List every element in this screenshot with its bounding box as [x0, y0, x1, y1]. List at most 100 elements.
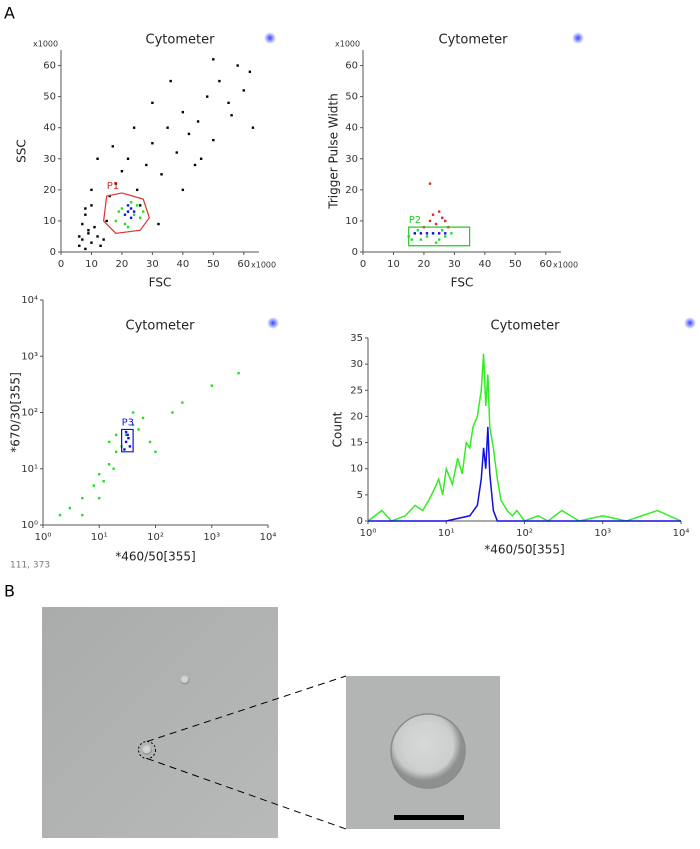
- data-point: [242, 89, 245, 92]
- data-point: [210, 384, 213, 387]
- data-point: [434, 222, 438, 226]
- y-tick-label: 0: [357, 516, 363, 527]
- y-tick-label: 30: [345, 154, 358, 165]
- data-point: [181, 110, 185, 114]
- data-point: [410, 238, 413, 241]
- data-point: [128, 445, 132, 448]
- data-point: [419, 238, 423, 241]
- data-point: [114, 450, 118, 454]
- data-point: [127, 436, 130, 440]
- data-point: [81, 496, 84, 500]
- x-tick-label: 10: [85, 259, 98, 270]
- data-point: [84, 247, 87, 251]
- data-point: [124, 440, 128, 444]
- x-axis-label: FSC: [149, 276, 172, 290]
- gate-label: P2: [409, 215, 421, 226]
- data-point: [111, 145, 114, 148]
- y-tick-label: 20: [43, 185, 56, 196]
- data-point: [157, 222, 160, 226]
- gate: [408, 226, 471, 247]
- x-axis-label: FSC: [451, 276, 474, 290]
- y-axis-label: *670/30[355]: [9, 372, 23, 452]
- data-point: [135, 188, 139, 192]
- gate-label: P3: [122, 417, 134, 428]
- data-point: [120, 207, 124, 210]
- x-tick-label: 20: [418, 259, 431, 270]
- data-point: [431, 213, 435, 216]
- data-point: [58, 513, 62, 517]
- x-axis-label: *460/50[355]: [115, 550, 195, 564]
- data-point: [81, 238, 84, 241]
- data-point: [187, 132, 191, 136]
- chart-title: Cytometer: [491, 319, 561, 334]
- data-point: [81, 513, 84, 517]
- data-point: [84, 213, 87, 216]
- x-tick-label: 20: [116, 259, 129, 270]
- y-tick-label: 25: [350, 385, 363, 396]
- gate: [121, 428, 134, 453]
- data-point: [126, 433, 129, 437]
- data-point: [237, 371, 240, 375]
- data-point: [90, 188, 93, 192]
- data-point: [212, 138, 215, 142]
- data-point: [123, 222, 127, 226]
- data-point: [126, 225, 130, 229]
- data-point: [142, 210, 145, 213]
- data-point: [102, 480, 105, 483]
- data-point: [218, 79, 221, 83]
- data-point: [139, 216, 142, 220]
- panel-label: A: [4, 4, 15, 23]
- y-axis-label: Count: [331, 411, 345, 447]
- gate: [103, 192, 151, 234]
- x-tick-label: 50: [207, 259, 220, 270]
- data-point: [441, 229, 444, 232]
- data-point: [132, 126, 136, 129]
- y-tick-label: 50: [345, 92, 358, 103]
- data-point: [131, 411, 135, 414]
- y-tick-label: 35: [350, 333, 363, 344]
- data-point: [236, 64, 239, 67]
- data-point: [425, 235, 429, 238]
- data-point: [126, 157, 130, 160]
- data-point: [84, 207, 87, 210]
- data-point: [206, 95, 209, 98]
- y-multiplier: x1000: [33, 40, 58, 49]
- data-point: [139, 204, 142, 207]
- data-point: [68, 506, 72, 510]
- y-tick-label: 60: [345, 61, 358, 72]
- data-point: [416, 229, 420, 232]
- x-tick-label: 50: [509, 259, 522, 270]
- data-point: [437, 210, 441, 213]
- x-tick-label: 60: [539, 259, 552, 270]
- x-tick-label: 30: [448, 259, 461, 270]
- y-tick-label: 10⁰: [21, 520, 38, 531]
- data-point: [137, 428, 140, 431]
- data-point: [112, 467, 115, 470]
- data-point: [444, 232, 447, 235]
- data-point: [444, 235, 447, 238]
- y-tick-label: 40: [43, 123, 56, 134]
- data-point: [145, 163, 148, 167]
- data-point: [129, 216, 133, 220]
- x-tick-label: 60: [237, 259, 250, 270]
- data-line: [368, 426, 681, 522]
- y-axis-label: Trigger Pulse Width: [327, 93, 341, 209]
- y-tick-label: 10¹: [21, 464, 38, 475]
- y-tick-label: 10²: [21, 408, 38, 419]
- data-point: [444, 219, 447, 223]
- data-point: [227, 101, 230, 105]
- data-point: [78, 235, 81, 238]
- data-point: [96, 235, 99, 238]
- data-point: [92, 484, 95, 487]
- y-tick-label: 10⁴: [21, 295, 38, 306]
- y-tick-label: 0: [50, 247, 56, 258]
- data-point: [141, 416, 145, 420]
- data-point: [96, 157, 99, 160]
- x-tick-label: 10³: [594, 528, 611, 539]
- data-point: [196, 120, 200, 123]
- x-tick-label: 40: [176, 259, 189, 270]
- y-tick-label: 20: [350, 411, 363, 422]
- data-point: [129, 201, 133, 204]
- y-tick-label: 20: [345, 185, 358, 196]
